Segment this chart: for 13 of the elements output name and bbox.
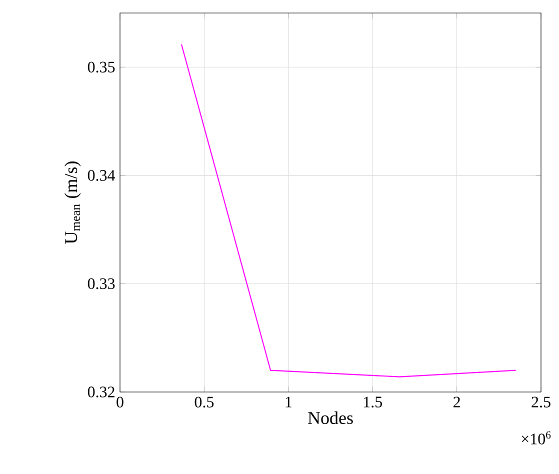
x-tick-label: 2.5	[532, 396, 550, 408]
y-tick-label: 0.35	[88, 62, 115, 73]
x-tick-label: 1.5	[364, 396, 382, 408]
x-tick-label: 0	[116, 396, 124, 408]
text: ×10$^{6}$	[522, 431, 551, 444]
x-tick-label: 2	[454, 396, 460, 408]
x-axis-title: Nodes	[308, 411, 353, 424]
y-axis-title: U$_{mean}$ (m/s)	[64, 162, 81, 244]
y-tick-label: 0.33	[88, 278, 115, 290]
x-tick-label: 1	[286, 396, 292, 408]
y-tick-label: 0.32	[88, 386, 114, 398]
x-tick-label: 0.5	[194, 396, 214, 408]
y-tick-label: 0.34	[88, 170, 116, 181]
